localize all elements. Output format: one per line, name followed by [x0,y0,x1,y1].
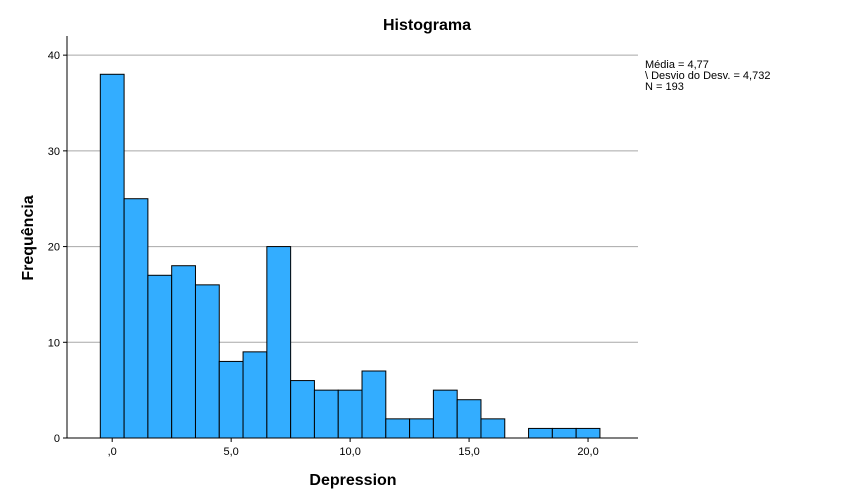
histogram-bar [361,370,387,439]
histogram-bar [337,389,363,439]
chart-title: Histograma [383,17,471,34]
histogram-bar [432,389,458,439]
axes [63,36,638,442]
x-tick-label: ,0 [108,446,117,458]
bars [99,73,601,439]
stat-std-dev: \ Desvio do Desv. = 4,732 [645,70,770,82]
stat-mean: Média = 4,77 [645,59,709,71]
histogram-bar [242,351,268,439]
histogram-bar [313,389,339,439]
histogram-bar [551,427,577,439]
stat-n: N = 193 [645,81,684,93]
y-tick-label: 40 [48,50,60,62]
histogram-bar [147,274,173,439]
x-axis-label: Depression [309,472,396,489]
histogram-bar [99,73,125,439]
x-tick-label: 10,0 [339,446,360,458]
histogram-bar [528,427,553,439]
histogram-bar [409,418,434,439]
histogram-bar [290,380,315,439]
x-tick-label: 20,0 [577,446,598,458]
x-tick-label: 15,0 [458,446,479,458]
y-tick-label: 0 [54,433,60,445]
y-axis-label: Frequência [20,195,37,280]
y-tick-label: 20 [48,242,60,254]
histogram-bar [480,418,506,439]
histogram-bar [456,399,482,439]
histogram-bar [171,265,196,439]
x-tick-label: 5,0 [224,446,239,458]
histogram-bar [385,418,411,439]
histogram-bar [194,284,220,439]
histogram-bar [266,246,292,439]
tick-labels: 0 10 20 30 40 ,0 5,0 10,0 15,0 20,0 [48,50,599,458]
y-tick-label: 10 [48,337,60,349]
y-tick-label: 30 [48,146,60,158]
histogram-bar [575,427,601,439]
stats-box: Média = 4,77 \ Desvio do Desv. = 4,732 N… [645,59,770,93]
histogram-bar [123,198,149,439]
histogram-bar [218,360,244,439]
